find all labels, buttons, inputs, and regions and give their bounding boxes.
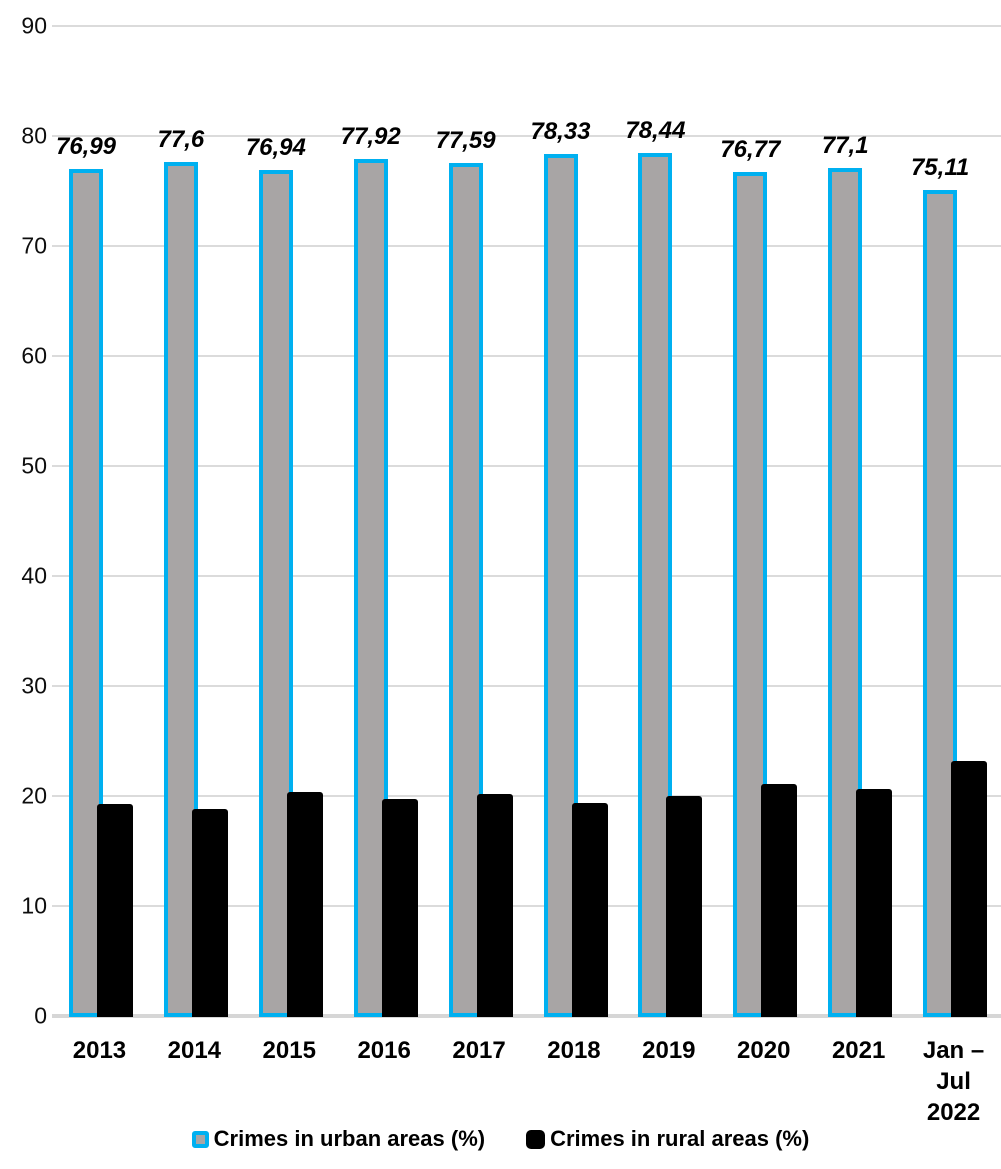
x-axis-category-label: 2015 (262, 1037, 316, 1064)
gridline (52, 795, 1001, 797)
gridline (52, 575, 1001, 577)
x-axis-category-label: Jan – Jul 2022 (922, 1037, 985, 1126)
rural-bar (97, 803, 133, 1017)
bar-value-label: 75,11 (910, 153, 970, 181)
rural-bar (476, 793, 513, 1017)
bar-value-label: 76,94 (245, 133, 306, 161)
legend-label-urban: Crimes in urban areas (%) (213, 1126, 486, 1151)
gridline (52, 245, 1001, 247)
x-axis-line (52, 1014, 1001, 1018)
y-axis-tick-label: 40 (21, 562, 47, 589)
y-axis-tick-label: 30 (21, 672, 47, 699)
gridline (52, 135, 1001, 137)
rural-bar (951, 760, 988, 1017)
y-axis-tick-label: 50 (21, 452, 47, 479)
gridline (52, 685, 1001, 687)
bar-value-label: 76,77 (720, 135, 781, 163)
y-axis-tick-label: 70 (21, 232, 47, 259)
x-axis-category-label: 2018 (547, 1037, 601, 1064)
rural-bar (571, 802, 608, 1017)
y-axis-tick-label: 80 (21, 122, 47, 149)
legend-item-urban: Crimes in urban areas (%) (191, 1126, 486, 1152)
gridline (52, 465, 1001, 467)
legend-label-rural: Crimes in rural areas (%) (550, 1126, 810, 1151)
bar-value-label: 76,99 (55, 133, 117, 161)
gridline (52, 25, 1001, 27)
rural-series-swatch-icon (526, 1129, 546, 1149)
rural-bar (286, 791, 323, 1017)
bar-value-label: 77,1 (821, 131, 869, 159)
bar-value-label: 77,59 (435, 126, 496, 154)
x-axis-category-label: 2020 (737, 1037, 791, 1064)
urban-bar (923, 189, 958, 1017)
x-axis-category-label: 2019 (642, 1037, 696, 1064)
bar-value-label: 78,44 (625, 117, 686, 145)
chart-legend: Crimes in urban areas (%) Crimes in rura… (0, 1126, 1001, 1152)
y-axis-tick-label: 0 (34, 1002, 47, 1029)
rural-bar (381, 799, 418, 1017)
y-axis-tick-label: 60 (21, 342, 47, 369)
y-axis-tick-label: 90 (21, 12, 47, 39)
rural-bar (761, 783, 798, 1017)
bar-value-label: 77,92 (340, 122, 401, 150)
rural-bar (856, 789, 893, 1017)
urban-series-swatch-icon (191, 1130, 209, 1148)
bar-value-label: 77,6 (157, 126, 205, 154)
x-axis-category-label: 2014 (167, 1037, 222, 1064)
rural-bar (666, 796, 703, 1017)
gridline (52, 355, 1001, 357)
rural-bar (191, 809, 228, 1017)
x-axis-category-label: 2021 (831, 1037, 886, 1064)
x-axis-category-label: 2017 (452, 1037, 506, 1064)
y-axis-tick-label: 20 (21, 782, 47, 809)
bar-value-label: 78,33 (530, 118, 591, 146)
legend-item-rural: Crimes in rural areas (%) (526, 1126, 809, 1152)
y-axis-tick-label: 10 (21, 892, 47, 919)
x-axis-category-label: 2016 (357, 1037, 411, 1064)
x-axis-category-label: 2013 (72, 1037, 127, 1064)
gridline (52, 905, 1001, 907)
